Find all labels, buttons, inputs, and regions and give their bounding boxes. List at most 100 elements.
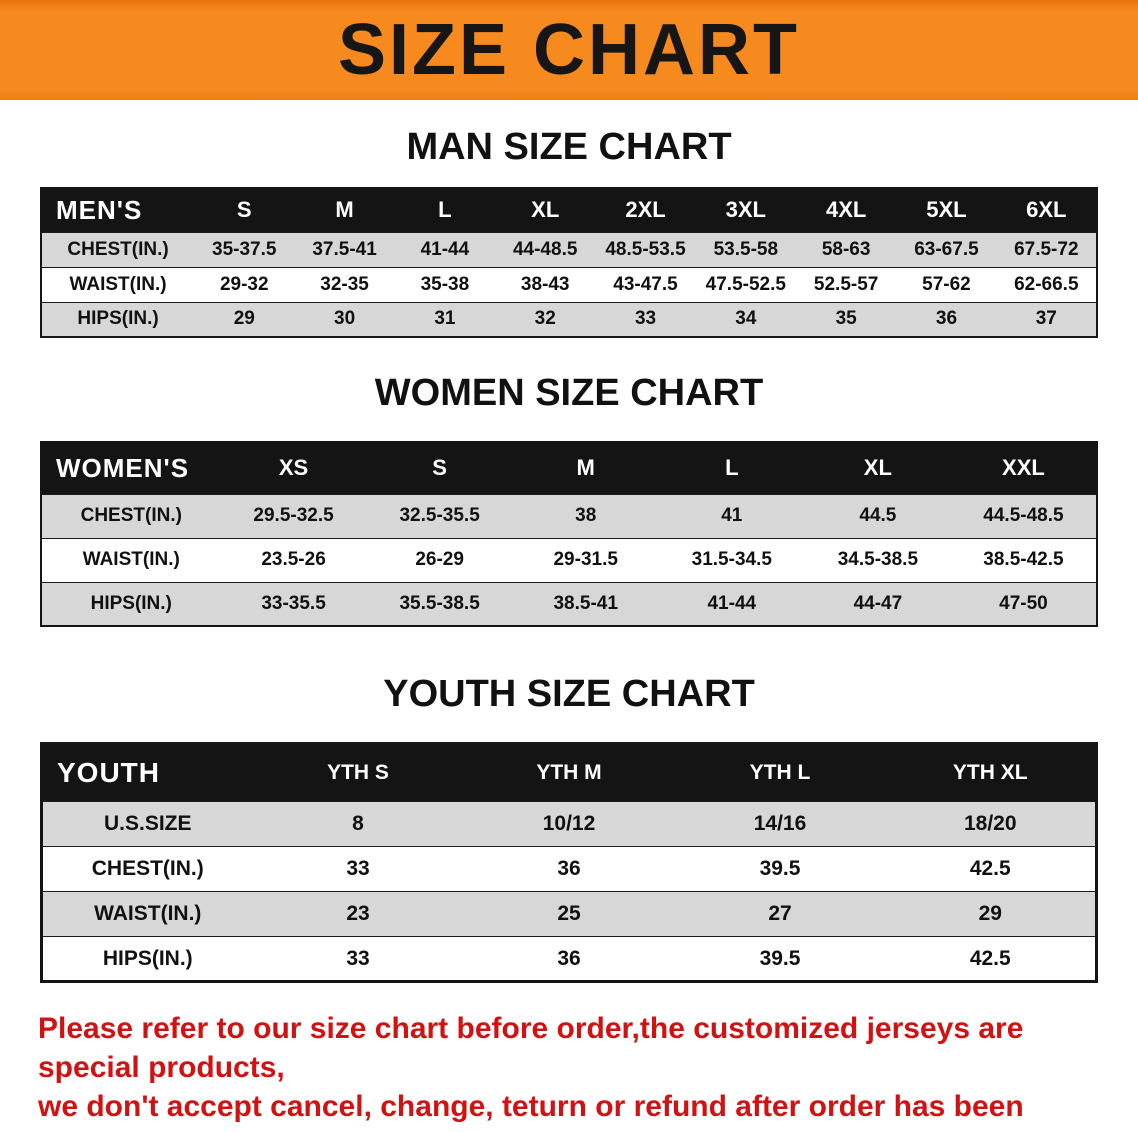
footer-note-line-1: Please refer to our size chart before or…: [38, 1012, 1024, 1084]
value-cell: 33-35.5: [220, 581, 367, 626]
value-cell: 39.5: [674, 936, 886, 982]
row-label: CHEST(IN.): [41, 846, 253, 892]
value-cell: 35-37.5: [194, 231, 295, 267]
value-cell: 38: [512, 493, 659, 538]
value-cell: 41: [658, 493, 805, 538]
value-cell: 47-50: [950, 581, 1097, 626]
table-title-cell: YOUTH: [41, 743, 253, 802]
row-label: WAIST(IN.): [41, 537, 221, 582]
size-header-cell: XL: [495, 188, 596, 232]
value-cell: 10/12: [463, 801, 675, 847]
value-cell: 48.5-53.5: [595, 231, 696, 267]
banner: SIZE CHART: [0, 0, 1138, 100]
value-cell: 18/20: [885, 801, 1097, 847]
table-row: CHEST(IN.) 35-37.5 37.5-41 41-44 44-48.5 48.5…: [41, 231, 1097, 267]
value-cell: 36: [896, 301, 997, 337]
value-cell: 52.5-57: [795, 266, 897, 302]
value-cell: 36: [463, 936, 675, 982]
table-row: WAIST(IN.) 23.5-26 26-29 29-31.5 31.5-34.5 34…: [41, 537, 1097, 582]
row-label: HIPS(IN.): [41, 301, 195, 337]
value-cell: 38.5-42.5: [950, 537, 1097, 582]
table-row: U.S.SIZE 8 10/12 14/16 18/20: [41, 801, 1097, 847]
size-header-cell: 6XL: [996, 188, 1097, 232]
section-men: MAN SIZE CHART MEN'S S M L XL 2XL 3XL 4XL 5XL 6XL…: [0, 100, 1138, 338]
value-cell: 32-35: [294, 266, 395, 302]
size-header-cell: M: [294, 188, 395, 232]
table-row: CHEST(IN.) 33 36 39.5 42.5: [41, 846, 1097, 892]
table-row: WAIST(IN.) 29-32 32-35 35-38 38-43 43-47.5 47.…: [41, 266, 1097, 302]
section-youth: YOUTH SIZE CHART YOUTH YTH S YTH M YTH L YTH…: [0, 627, 1138, 983]
page-title: SIZE CHART: [338, 10, 800, 90]
value-cell: 27: [674, 891, 886, 937]
value-cell: 37: [996, 301, 1097, 337]
size-header-cell: 5XL: [896, 188, 997, 232]
value-cell: 38.5-41: [512, 581, 659, 626]
value-cell: 44-48.5: [495, 231, 596, 267]
table-row: HIPS(IN.) 29 30 31 32 33 34 35 36 37: [41, 301, 1097, 337]
table-header-row: YOUTH YTH S YTH M YTH L YTH XL: [41, 743, 1097, 802]
size-header-cell: XS: [220, 442, 367, 494]
value-cell: 35: [795, 301, 897, 337]
value-cell: 44.5: [804, 493, 951, 538]
value-cell: 34.5-38.5: [804, 537, 951, 582]
value-cell: 29-31.5: [512, 537, 659, 582]
value-cell: 42.5: [885, 846, 1097, 892]
value-cell: 44.5-48.5: [950, 493, 1097, 538]
value-cell: 8: [252, 801, 464, 847]
value-cell: 33: [252, 846, 464, 892]
row-label: WAIST(IN.): [41, 891, 253, 937]
value-cell: 29: [885, 891, 1097, 937]
value-cell: 33: [252, 936, 464, 982]
table-row: HIPS(IN.) 33 36 39.5 42.5: [41, 936, 1097, 982]
table-row: WAIST(IN.) 23 25 27 29: [41, 891, 1097, 937]
section-title-men: MAN SIZE CHART: [406, 126, 732, 168]
row-label: WAIST(IN.): [41, 266, 195, 302]
value-cell: 37.5-41: [294, 231, 395, 267]
men-table-wrap: MEN'S S M L XL 2XL 3XL 4XL 5XL 6XL CHEST(IN.) 35-37…: [40, 187, 1098, 338]
table-row: HIPS(IN.) 33-35.5 35.5-38.5 38.5-41 41-44 44-…: [41, 581, 1097, 626]
table-title-cell: WOMEN'S: [41, 442, 221, 494]
size-header-cell: YTH M: [463, 743, 675, 802]
value-cell: 29: [194, 301, 295, 337]
table-header-row: MEN'S S M L XL 2XL 3XL 4XL 5XL 6XL: [41, 188, 1097, 232]
value-cell: 32.5-35.5: [366, 493, 513, 538]
value-cell: 43-47.5: [595, 266, 696, 302]
size-header-cell: M: [512, 442, 659, 494]
size-header-cell: 2XL: [595, 188, 696, 232]
value-cell: 25: [463, 891, 675, 937]
value-cell: 34: [695, 301, 796, 337]
value-cell: 31.5-34.5: [658, 537, 805, 582]
size-header-cell: YTH XL: [885, 743, 1097, 802]
table-row: CHEST(IN.) 29.5-32.5 32.5-35.5 38 41 44.5 44.5…: [41, 493, 1097, 538]
size-header-cell: YTH S: [252, 743, 464, 802]
value-cell: 32: [495, 301, 596, 337]
value-cell: 41-44: [394, 231, 496, 267]
section-women: WOMEN SIZE CHART WOMEN'S XS S M L XL XXL CHEST(…: [0, 338, 1138, 627]
size-header-cell: L: [394, 188, 496, 232]
section-title-youth: YOUTH SIZE CHART: [383, 673, 755, 715]
value-cell: 29.5-32.5: [220, 493, 367, 538]
value-cell: 31: [394, 301, 496, 337]
value-cell: 67.5-72: [996, 231, 1097, 267]
value-cell: 30: [294, 301, 395, 337]
value-cell: 26-29: [366, 537, 513, 582]
value-cell: 62-66.5: [996, 266, 1097, 302]
value-cell: 35.5-38.5: [366, 581, 513, 626]
size-header-cell: S: [194, 188, 295, 232]
value-cell: 33: [595, 301, 696, 337]
section-title-women: WOMEN SIZE CHART: [374, 372, 764, 414]
value-cell: 29-32: [194, 266, 295, 302]
size-header-cell: 4XL: [795, 188, 897, 232]
row-label: HIPS(IN.): [41, 936, 253, 982]
row-label: HIPS(IN.): [41, 581, 221, 626]
men-size-table: MEN'S S M L XL 2XL 3XL 4XL 5XL 6XL CHEST(IN.) 35-37…: [40, 187, 1098, 338]
women-size-table: WOMEN'S XS S M L XL XXL CHEST(IN.) 29.5-32.5 32.5…: [40, 441, 1098, 627]
row-label: CHEST(IN.): [41, 493, 221, 538]
youth-table-wrap: YOUTH YTH S YTH M YTH L YTH XL U.S.SIZE 8 10/12…: [40, 742, 1098, 983]
women-table-wrap: WOMEN'S XS S M L XL XXL CHEST(IN.) 29.5-32.5 32.5…: [40, 441, 1098, 627]
value-cell: 42.5: [885, 936, 1097, 982]
value-cell: 41-44: [658, 581, 805, 626]
size-header-cell: XL: [804, 442, 951, 494]
value-cell: 35-38: [394, 266, 496, 302]
